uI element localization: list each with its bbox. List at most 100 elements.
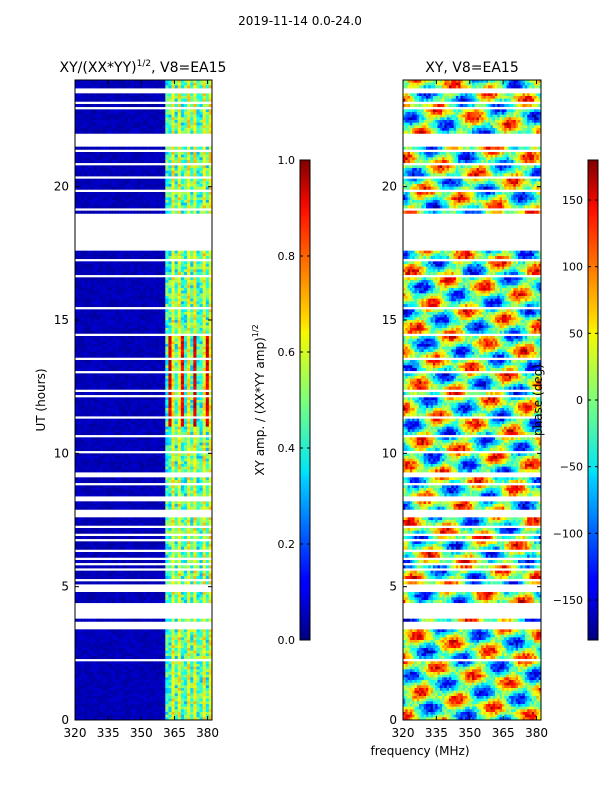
- amp-cell: [78, 210, 82, 214]
- amp-cell: [87, 461, 91, 465]
- amp-cell: [165, 440, 169, 444]
- amp-cell: [131, 160, 135, 164]
- amp-cell: [152, 202, 157, 206]
- amp-cell: [127, 181, 132, 185]
- amp-cell: [152, 405, 157, 409]
- amp-cell: [96, 168, 101, 172]
- amp-cell: [127, 360, 132, 364]
- amp-cell: [115, 266, 119, 270]
- amp-cell: [165, 157, 169, 161]
- amp-cell: [124, 120, 129, 124]
- amp-cell: [115, 488, 119, 492]
- amp-cell: [115, 293, 119, 297]
- amp-cell: [165, 464, 169, 468]
- amp-cell: [193, 341, 197, 345]
- amp-cell: [205, 354, 210, 358]
- amp-cell: [187, 354, 191, 358]
- amp-cell: [127, 112, 132, 116]
- amp-cell: [112, 80, 116, 84]
- amp-cell: [155, 448, 160, 452]
- amp-cell: [93, 205, 98, 209]
- amp-cell: [155, 413, 160, 417]
- amp-cell: [84, 426, 88, 430]
- amp-cell: [202, 304, 207, 308]
- amp-cell: [90, 448, 95, 452]
- amp-cell: [115, 114, 119, 118]
- amp-cell: [162, 368, 166, 372]
- amp-cell: [118, 301, 123, 305]
- amp-cell: [78, 325, 82, 329]
- amp-cell: [90, 480, 95, 484]
- amp-cell: [199, 437, 204, 441]
- amp-cell: [159, 322, 163, 326]
- amp-cell: [140, 210, 144, 214]
- amp-cell: [81, 178, 85, 182]
- amp-cell: [121, 130, 126, 134]
- amp-cell: [165, 93, 169, 97]
- amp-cell: [168, 397, 172, 401]
- amp-cell: [171, 362, 176, 366]
- amp-cell: [149, 280, 154, 284]
- amp-cell: [180, 368, 185, 372]
- amp-cell: [140, 82, 144, 86]
- amp-cell: [143, 328, 148, 332]
- amp-cell: [137, 461, 141, 465]
- amp-cell: [152, 368, 157, 372]
- amp-cell: [75, 341, 79, 345]
- amp-cell: [208, 80, 212, 84]
- amp-cell: [165, 445, 169, 449]
- amp-cell: [183, 266, 188, 270]
- amp-cell: [140, 272, 144, 276]
- amp-cell: [177, 424, 182, 428]
- amp-cell: [152, 373, 157, 377]
- amp-cell: [152, 160, 157, 164]
- amp-cell: [124, 325, 129, 329]
- amp-cell: [187, 392, 191, 396]
- amp-cell: [155, 178, 160, 182]
- amp-cell: [202, 360, 207, 364]
- amp-cell: [190, 186, 194, 190]
- amp-cell: [202, 93, 207, 97]
- amp-cell: [81, 314, 85, 318]
- amp-cell: [137, 440, 141, 444]
- amp-cell: [87, 122, 91, 126]
- amp-cell: [84, 288, 88, 292]
- amp-cell: [149, 192, 154, 196]
- amp-cell: [152, 365, 157, 369]
- amp-cell: [205, 152, 210, 156]
- amp-cell: [109, 426, 113, 430]
- amp-cell: [121, 296, 126, 300]
- amp-cell: [118, 266, 123, 270]
- amp-cell: [190, 104, 194, 108]
- amp-cell: [205, 168, 210, 172]
- amp-cell: [152, 170, 157, 174]
- amp-cell: [93, 256, 98, 260]
- amp-cell: [168, 312, 172, 316]
- amp-cell: [134, 192, 138, 196]
- amp-cell: [162, 490, 166, 494]
- amp-cell: [171, 146, 176, 150]
- amp-cell: [171, 469, 176, 473]
- amp-cell: [165, 336, 169, 340]
- amp-cell: [171, 410, 176, 414]
- amp-cell: [131, 253, 135, 257]
- amp-cell: [106, 290, 110, 294]
- amp-cell: [137, 410, 141, 414]
- amp-cell: [196, 360, 200, 364]
- amp-cell: [208, 197, 212, 201]
- amp-cell: [115, 338, 119, 342]
- amp-cell: [183, 82, 188, 86]
- amp-cell: [96, 122, 101, 126]
- amp-cell: [208, 114, 212, 118]
- amp-cell: [124, 104, 129, 108]
- amp-cell: [187, 269, 191, 273]
- amp-cell: [171, 426, 176, 430]
- amp-cell: [202, 386, 207, 390]
- amp-cell: [190, 152, 194, 156]
- amp-cell: [199, 117, 204, 121]
- amp-cell: [155, 344, 160, 348]
- amp-cell: [81, 277, 85, 281]
- amp-cell: [183, 490, 188, 494]
- amp-cell: [208, 280, 212, 284]
- amp-cell: [127, 381, 132, 385]
